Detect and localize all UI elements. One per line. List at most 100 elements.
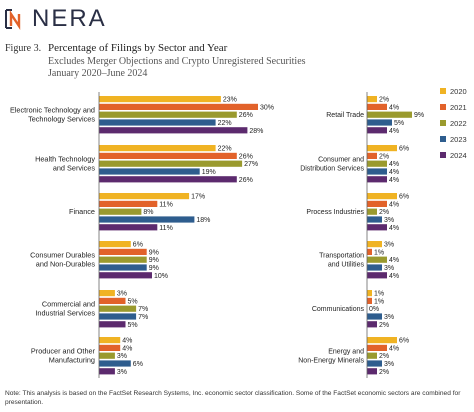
- bar-right-0-2022: [367, 111, 412, 118]
- bar-left-0-2024: [99, 127, 248, 134]
- bar-right-1-2022: [367, 160, 387, 167]
- bar-left-1-2021: [99, 152, 237, 159]
- bar-right-3-2021: [367, 248, 372, 255]
- data-label-left-0-2022: 26%: [239, 112, 253, 119]
- data-label-right-4-2024: 2%: [379, 322, 389, 329]
- bar-left-4-2023: [99, 313, 137, 320]
- category-label-left-5-1: Manufacturing: [49, 356, 95, 365]
- figure-title: Percentage of Filings by Sector and Year: [48, 42, 228, 54]
- data-label-left-4-2021: 5%: [128, 298, 138, 305]
- data-label-left-3-2023: 9%: [149, 265, 159, 272]
- bar-left-5-2022: [99, 352, 115, 359]
- legend-swatch-2024: [440, 152, 446, 158]
- bar-left-0-2020: [99, 96, 221, 103]
- data-label-right-0-2024: 4%: [389, 128, 399, 135]
- data-label-left-1-2024: 26%: [239, 177, 253, 184]
- data-label-left-4-2022: 7%: [138, 306, 148, 313]
- bar-left-5-2021: [99, 344, 121, 351]
- data-label-left-5-2021: 4%: [122, 345, 132, 352]
- bar-right-4-2023: [367, 313, 382, 320]
- data-label-right-3-2020: 3%: [384, 242, 394, 249]
- category-label-left-5-0: Producer and Other: [31, 347, 96, 356]
- category-label-right-5-1: Non-Energy Minerals: [298, 358, 364, 365]
- bar-left-2-2021: [99, 200, 158, 207]
- bar-right-3-2022: [367, 256, 387, 263]
- bar-right-0-2020: [367, 96, 377, 103]
- bar-left-5-2024: [99, 368, 115, 375]
- data-label-right-1-2021: 2%: [379, 153, 389, 160]
- data-label-right-3-2022: 4%: [389, 257, 399, 264]
- bar-left-1-2020: [99, 145, 216, 152]
- bar-left-2-2023: [99, 216, 195, 223]
- bar-left-1-2024: [99, 176, 237, 183]
- bar-right-5-2022: [367, 352, 377, 359]
- category-label-right-4-0: Communications: [312, 306, 365, 313]
- category-label-left-0-0: Electronic Technology and: [10, 106, 95, 115]
- bar-right-1-2023: [367, 168, 387, 175]
- data-label-left-3-2021: 9%: [149, 249, 159, 256]
- data-label-left-1-2022: 27%: [244, 161, 258, 168]
- data-label-right-2-2020: 6%: [399, 194, 409, 201]
- data-label-right-3-2021: 1%: [374, 249, 384, 256]
- bar-right-1-2020: [367, 145, 397, 152]
- bar-right-2-2021: [367, 200, 387, 207]
- data-label-right-1-2023: 4%: [389, 169, 399, 176]
- bar-right-4-2020: [367, 290, 372, 297]
- data-label-left-2-2022: 8%: [143, 209, 153, 216]
- data-label-left-3-2020: 6%: [133, 242, 143, 249]
- data-label-right-5-2021: 4%: [389, 345, 399, 352]
- footnote: Note: This analysis is based on the Fact…: [5, 390, 461, 406]
- category-label-left-4-0: Commercial and: [42, 300, 95, 309]
- data-label-right-2-2023: 3%: [384, 217, 394, 224]
- data-label-right-2-2022: 2%: [379, 209, 389, 216]
- data-label-left-3-2024: 10%: [154, 273, 168, 280]
- legend-label-2024: 2024: [450, 151, 467, 160]
- bar-left-3-2023: [99, 264, 147, 271]
- bar-right-1-2021: [367, 152, 377, 159]
- data-label-left-2-2024: 11%: [159, 225, 173, 232]
- data-label-right-4-2022: 0%: [369, 306, 379, 313]
- legend-swatch-2022: [440, 120, 446, 126]
- bar-left-5-2020: [99, 337, 121, 344]
- data-label-right-4-2021: 1%: [374, 298, 384, 305]
- bar-right-4-2024: [367, 321, 377, 328]
- data-label-right-0-2022: 9%: [414, 112, 424, 119]
- category-label-right-3-1: and Utilities: [328, 262, 365, 269]
- bar-right-1-2024: [367, 176, 387, 183]
- category-label-left-3-1: and Non-Durables: [36, 260, 96, 269]
- data-label-left-4-2023: 7%: [138, 314, 148, 321]
- bar-left-3-2022: [99, 256, 147, 263]
- bar-left-5-2023: [99, 360, 131, 367]
- bar-right-2-2020: [367, 193, 397, 200]
- bar-right-5-2024: [367, 368, 377, 375]
- bar-left-3-2024: [99, 272, 152, 279]
- data-label-right-0-2021: 4%: [389, 104, 399, 111]
- data-label-left-4-2020: 3%: [117, 291, 127, 298]
- data-label-left-3-2022: 9%: [149, 257, 159, 264]
- bar-left-3-2020: [99, 241, 131, 248]
- data-label-right-4-2023: 3%: [384, 314, 394, 321]
- bar-right-5-2021: [367, 344, 387, 351]
- nera-logo-icon: [5, 9, 21, 30]
- category-label-right-2-0: Process Industries: [306, 209, 364, 216]
- bar-left-0-2022: [99, 111, 237, 118]
- bar-left-2-2024: [99, 224, 158, 231]
- category-label-left-4-1: Industrial Services: [35, 309, 95, 318]
- legend-label-2022: 2022: [450, 119, 467, 128]
- bar-right-5-2023: [367, 360, 382, 367]
- data-label-right-1-2024: 4%: [389, 177, 399, 184]
- bar-right-0-2021: [367, 103, 387, 110]
- data-label-right-5-2023: 3%: [384, 361, 394, 368]
- data-label-left-5-2023: 6%: [133, 361, 143, 368]
- legend-label-2023: 2023: [450, 135, 467, 144]
- category-label-left-3-0: Consumer Durables: [30, 251, 95, 260]
- bar-left-1-2022: [99, 160, 243, 167]
- data-label-left-5-2020: 4%: [122, 338, 132, 345]
- bar-right-5-2020: [367, 337, 397, 344]
- data-label-right-3-2023: 3%: [384, 265, 394, 272]
- category-label-left-2-0: Finance: [69, 207, 95, 216]
- bar-left-2-2022: [99, 208, 142, 215]
- bar-left-0-2021: [99, 103, 258, 110]
- data-label-left-2-2020: 17%: [191, 194, 205, 201]
